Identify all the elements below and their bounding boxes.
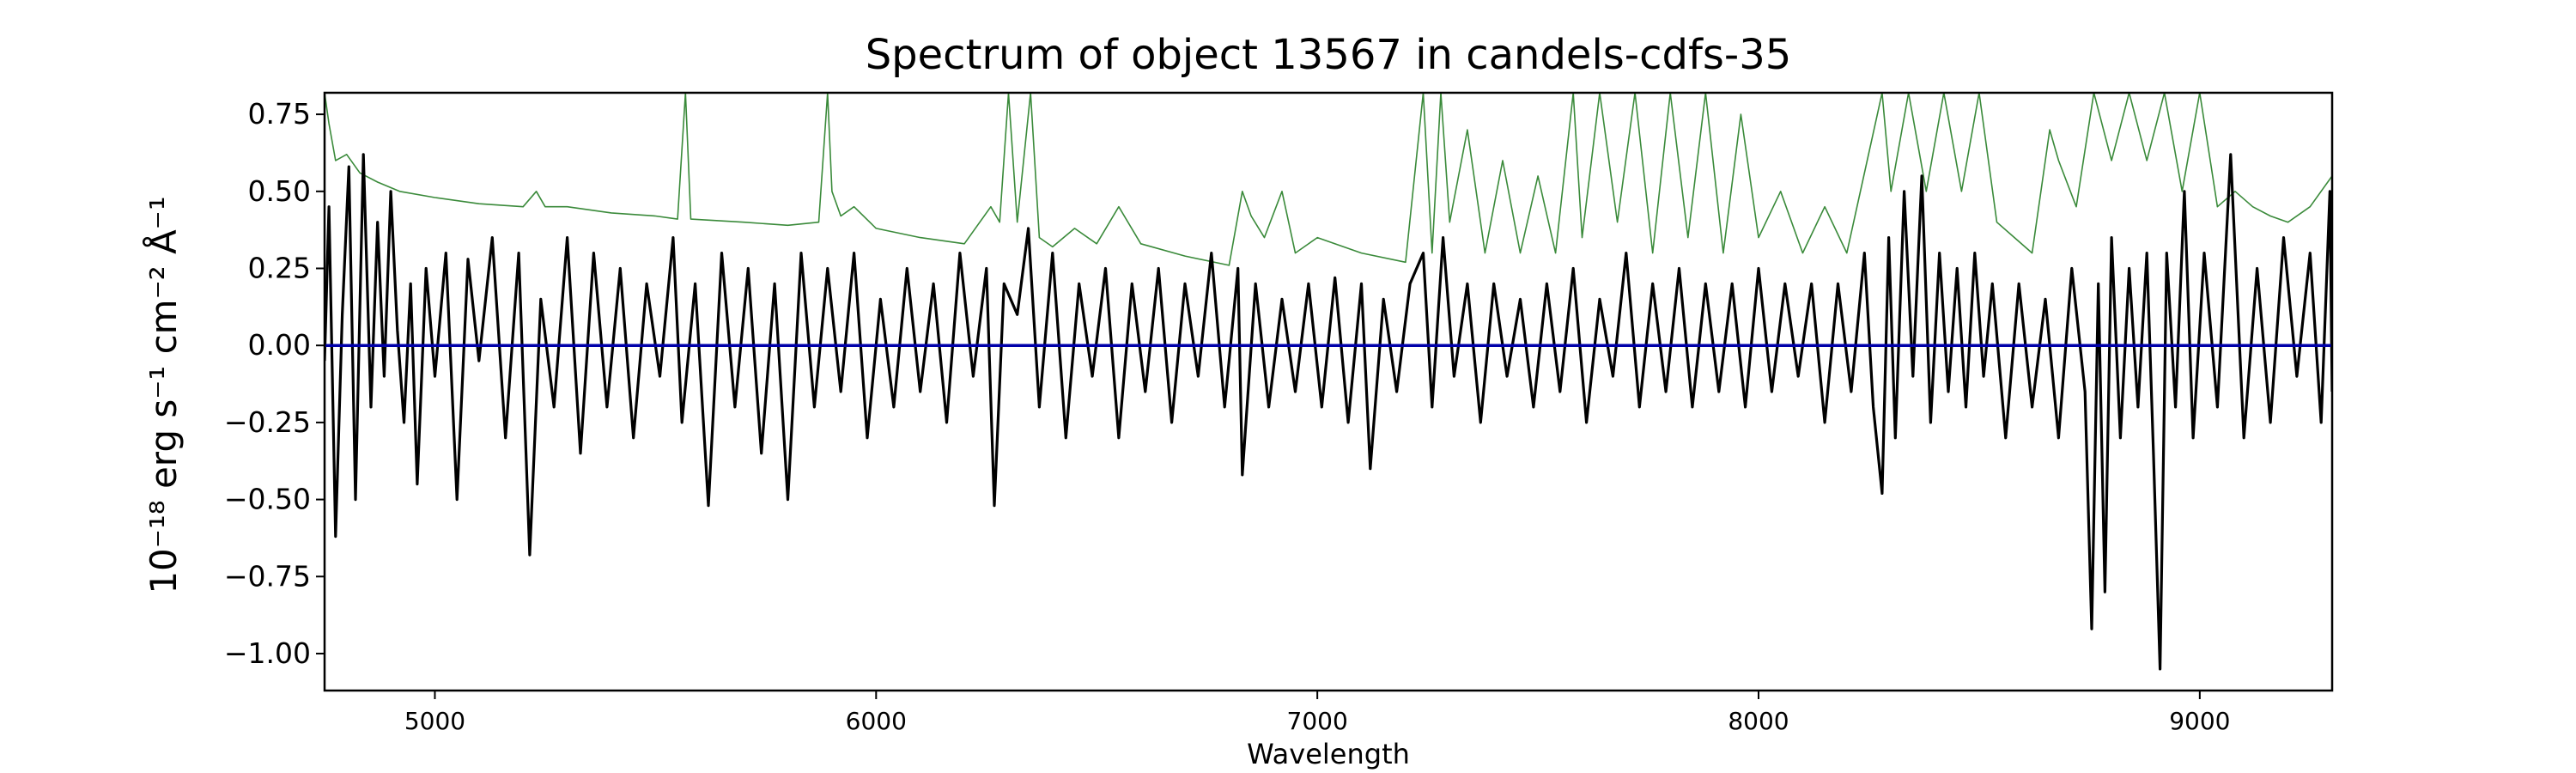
y-tick-label: 0.25 xyxy=(248,251,311,284)
x-tick-label: 5000 xyxy=(404,707,465,735)
y-tick-label: −0.50 xyxy=(224,483,311,516)
y-tick-label: 0.75 xyxy=(248,97,311,131)
series-line-error xyxy=(325,93,2332,266)
series-line-flux xyxy=(325,153,2332,671)
y-tick-label: 0.00 xyxy=(248,328,311,362)
y-tick-label: −0.25 xyxy=(224,405,311,439)
plot-frame xyxy=(323,91,2334,692)
y-tick-label: −1.00 xyxy=(224,636,311,670)
x-tick-label: 8000 xyxy=(1728,707,1789,735)
x-tick-label: 6000 xyxy=(846,707,907,735)
y-tick-label: −0.75 xyxy=(224,559,311,593)
plot-area xyxy=(325,93,2332,671)
chart-title: Spectrum of object 13567 in candels-cdfs… xyxy=(866,31,1792,79)
x-tick-label: 7000 xyxy=(1287,707,1348,735)
y-tick-label: 0.50 xyxy=(248,174,311,208)
y-axis-ticks: 0.75 0.50 0.25 0.00 −0.25 −0.50 −0.75 −1.00 xyxy=(224,97,325,670)
y-axis-label: 10⁻¹⁸ erg s⁻¹ cm⁻² Å⁻¹ xyxy=(142,196,185,593)
x-axis-ticks: 5000 6000 7000 8000 9000 xyxy=(404,691,2230,735)
x-tick-label: 9000 xyxy=(2169,707,2230,735)
x-axis-label: Wavelength xyxy=(1247,738,1410,770)
